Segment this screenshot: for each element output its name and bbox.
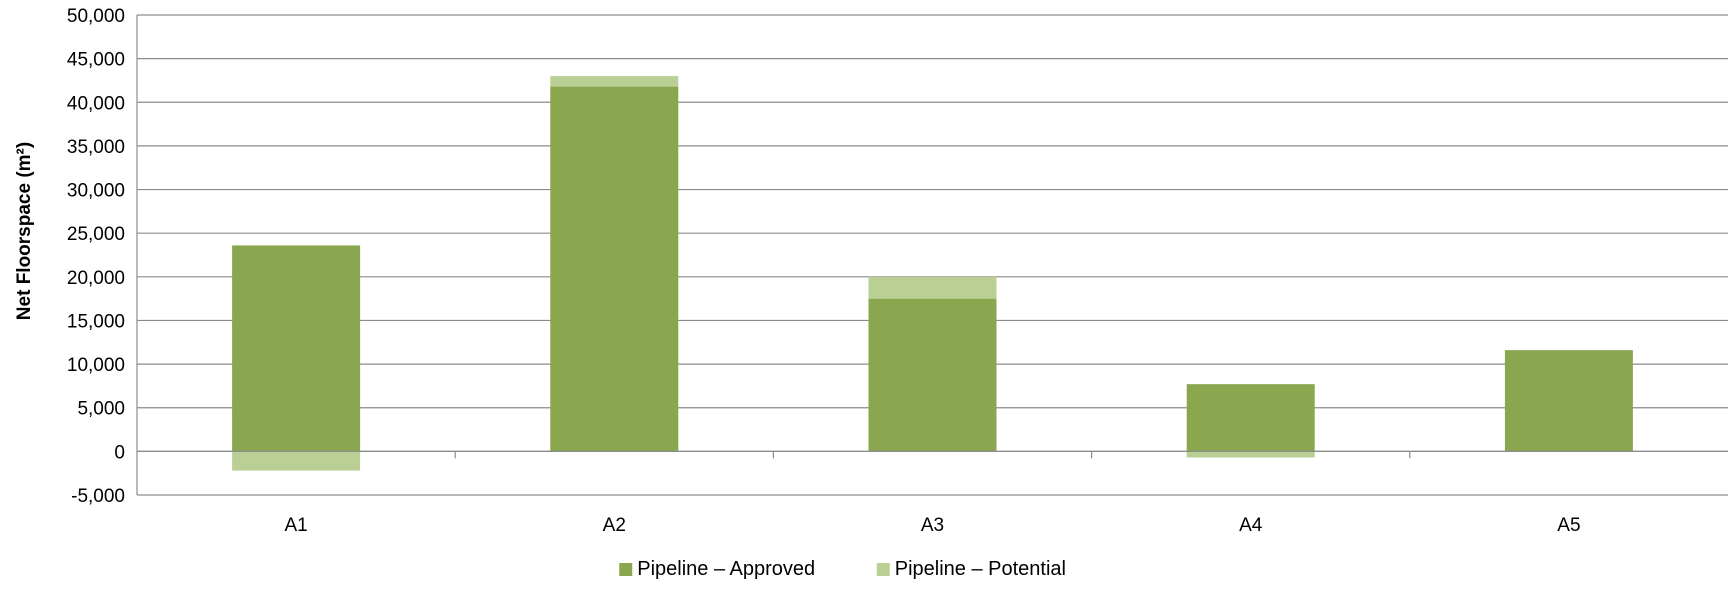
y-tick-label: 50,000 [67, 6, 125, 27]
axes: -5,000 0 5,000 10,000 15,000 20,000 25,000 30,0… [67, 6, 1728, 536]
bar-a4-series-2 [1186, 451, 1315, 458]
y-tick-label: -5,000 [71, 486, 125, 507]
legend: Pipeline – Approved Pipeline – Potential [619, 558, 1066, 580]
y-tick-label: 10,000 [67, 355, 125, 376]
bars [232, 76, 1633, 471]
bar-a1-series-2 [232, 451, 361, 471]
x-tick-label: A4 [1239, 515, 1263, 536]
x-tick-label: A1 [284, 515, 307, 536]
y-tick-label: 5,000 [77, 399, 125, 420]
y-tick-label: 30,000 [67, 181, 125, 202]
y-axis-title: Net Floorspace (m²) [14, 142, 35, 320]
x-tick-label: A5 [1557, 515, 1580, 536]
y-tick-label: 35,000 [67, 137, 125, 158]
bar-a2-series-1 [550, 86, 679, 452]
bar-a3-series-1 [868, 298, 997, 452]
y-tick-label: 15,000 [67, 311, 125, 332]
y-tick-label: 40,000 [67, 93, 125, 114]
y-tick-label: 0 [114, 442, 125, 463]
bar-a4-series-1 [1186, 384, 1315, 452]
x-tick-label: A2 [603, 515, 626, 536]
y-tick-label: 25,000 [67, 224, 125, 245]
bar-a5-series-1 [1504, 350, 1633, 452]
bar-a1-series-1 [232, 245, 361, 452]
legend-label-1: Pipeline – Approved [637, 558, 815, 580]
legend-label-2: Pipeline – Potential [895, 558, 1066, 580]
y-tick-label: 20,000 [67, 268, 125, 289]
legend-swatch-1 [619, 563, 633, 576]
x-tick-label: A3 [921, 515, 944, 536]
bar-a3-series-2 [868, 276, 997, 299]
legend-swatch-2 [876, 563, 890, 576]
y-tick-label: 45,000 [67, 50, 125, 71]
bar-a2-series-2 [550, 76, 679, 87]
